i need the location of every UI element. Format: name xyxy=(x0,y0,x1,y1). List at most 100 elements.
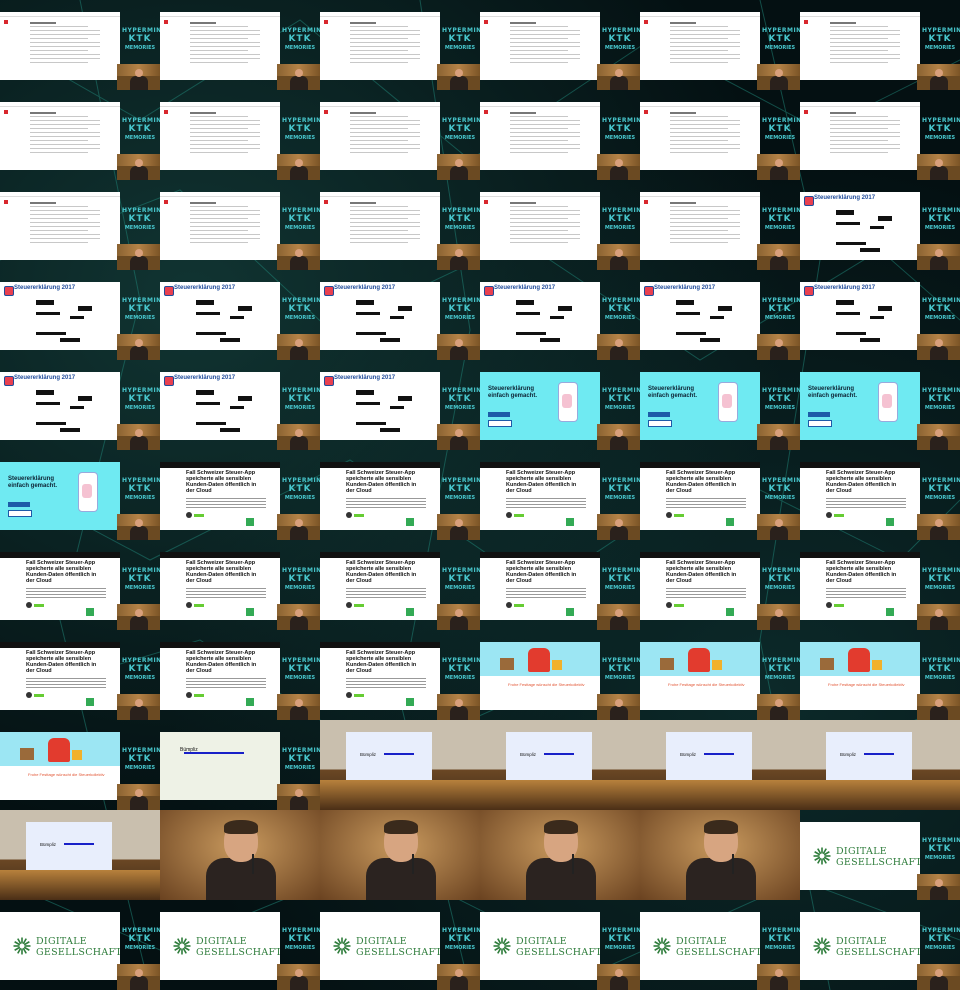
speaker-body xyxy=(130,346,148,360)
watermark-line-1: HYPERMINE xyxy=(922,387,960,394)
watermark-line-2: KTK xyxy=(768,304,792,314)
watermark-line-1: HYPERMINE xyxy=(282,207,320,214)
slide-header-bar xyxy=(0,192,120,197)
watermark-line-1: HYPERMINE xyxy=(602,387,640,394)
text-line xyxy=(190,132,260,133)
speaker-body xyxy=(770,76,788,90)
text-line xyxy=(350,242,408,243)
text-line xyxy=(350,222,420,223)
text-line xyxy=(30,214,100,215)
slide-header-bar xyxy=(640,12,760,17)
speaker-camera-inset xyxy=(757,604,800,630)
speaker-camera-inset xyxy=(277,784,320,810)
watermark-line-3: MEMORIES xyxy=(444,405,476,411)
watermark-line-2: KTK xyxy=(448,934,472,944)
speaker-head xyxy=(935,699,943,707)
watermark-line-3: MEMORIES xyxy=(924,315,956,321)
watermark-line-1: HYPERMINE xyxy=(602,567,640,574)
text-line xyxy=(30,50,88,51)
speaker-head xyxy=(775,609,783,617)
site-header-bar xyxy=(480,552,600,558)
watermark-line-3: MEMORIES xyxy=(284,225,316,231)
watermark-line-1: HYPERMINE xyxy=(602,477,640,484)
event-watermark: HYPERMINEKTKMEMORIES xyxy=(922,566,960,596)
watermark-line-3: MEMORIES xyxy=(604,225,636,231)
heading-line xyxy=(190,112,216,114)
site-header-bar xyxy=(160,552,280,558)
speaker-body xyxy=(610,706,628,720)
speaker-closeup xyxy=(320,810,480,900)
ad-thumbnail xyxy=(726,518,734,526)
text-line xyxy=(30,128,88,129)
author-avatar xyxy=(346,602,352,608)
text-line xyxy=(510,136,580,137)
author-avatar xyxy=(186,512,192,518)
text-line xyxy=(670,120,740,121)
text-line xyxy=(670,218,728,219)
speaker-camera-inset xyxy=(597,154,640,180)
presentation-slide: Steuererklärung 2017 xyxy=(320,282,440,350)
snowflake-logo-icon xyxy=(813,847,831,865)
watermark-line-1: HYPERMINE xyxy=(762,927,800,934)
tax-logo-icon xyxy=(324,286,334,296)
slide-title: Steuererklärung einfach gemacht. xyxy=(488,386,538,399)
redacted-block xyxy=(70,316,84,319)
text-line xyxy=(190,38,248,39)
store-button xyxy=(488,412,510,417)
redacted-block xyxy=(676,300,694,305)
event-watermark: HYPERMINEKTKMEMORIES xyxy=(602,386,640,416)
watermark-line-1: HYPERMINE xyxy=(762,297,800,304)
speaker-closeup xyxy=(480,810,640,900)
watermark-line-3: MEMORIES xyxy=(124,585,156,591)
presentation-slide: Steuererklärung 2017 xyxy=(0,282,120,350)
text-line xyxy=(830,30,900,31)
speaker-camera-inset xyxy=(277,694,320,720)
watermark-line-2: KTK xyxy=(288,664,312,674)
speaker-body xyxy=(686,858,756,900)
video-frame: Fall Schweizer Steuer-App speicherte all… xyxy=(800,540,960,630)
presentation-slide: Fall Schweizer Steuer-App speicherte all… xyxy=(160,462,280,530)
watermark-line-1: HYPERMINE xyxy=(762,207,800,214)
ad-thumbnail xyxy=(246,698,254,706)
article-body xyxy=(506,498,586,508)
speaker-body xyxy=(610,616,628,630)
speaker-head xyxy=(935,879,943,887)
red-shield-icon xyxy=(4,200,8,204)
redacted-block xyxy=(718,306,732,311)
text-line xyxy=(350,210,420,211)
video-frame: Fall Schweizer Steuer-App speicherte all… xyxy=(160,540,320,630)
heading-line xyxy=(510,202,536,204)
santa-illustration xyxy=(48,738,70,762)
event-watermark: HYPERMINEKTKMEMORIES xyxy=(442,926,480,956)
watermark-line-2: KTK xyxy=(768,574,792,584)
event-watermark: HYPERMINEKTKMEMORIES xyxy=(282,26,320,56)
video-frame: DIGITALEGESELLSCHAFTHYPERMINEKTKMEMORIES xyxy=(160,900,320,990)
event-watermark: HYPERMINEKTKMEMORIES xyxy=(762,926,800,956)
redacted-block xyxy=(196,300,214,305)
event-watermark: HYPERMINEKTKMEMORIES xyxy=(442,26,480,56)
ad-thumbnail xyxy=(406,698,414,706)
logo-word-1: DIGITALE xyxy=(36,936,88,947)
text-line xyxy=(670,132,740,133)
text-line xyxy=(30,54,100,55)
video-frame: HYPERMINEKTKMEMORIES xyxy=(480,0,640,90)
event-watermark: HYPERMINEKTKMEMORIES xyxy=(922,476,960,506)
watermark-line-2: KTK xyxy=(448,304,472,314)
speaker-head xyxy=(935,339,943,347)
text-line xyxy=(30,46,100,47)
text-line xyxy=(510,30,580,31)
text-line xyxy=(190,62,248,63)
redacted-block xyxy=(878,306,892,311)
speaker-head xyxy=(455,159,463,167)
speaker-camera-inset xyxy=(917,964,960,990)
speaker-body xyxy=(610,166,628,180)
watermark-line-1: HYPERMINE xyxy=(122,387,160,394)
event-watermark: HYPERMINEKTKMEMORIES xyxy=(922,116,960,146)
watermark-line-1: HYPERMINE xyxy=(922,27,960,34)
store-button xyxy=(648,412,670,417)
watermark-line-2: KTK xyxy=(288,934,312,944)
speaker-body xyxy=(770,256,788,270)
speaker-head xyxy=(455,969,463,977)
